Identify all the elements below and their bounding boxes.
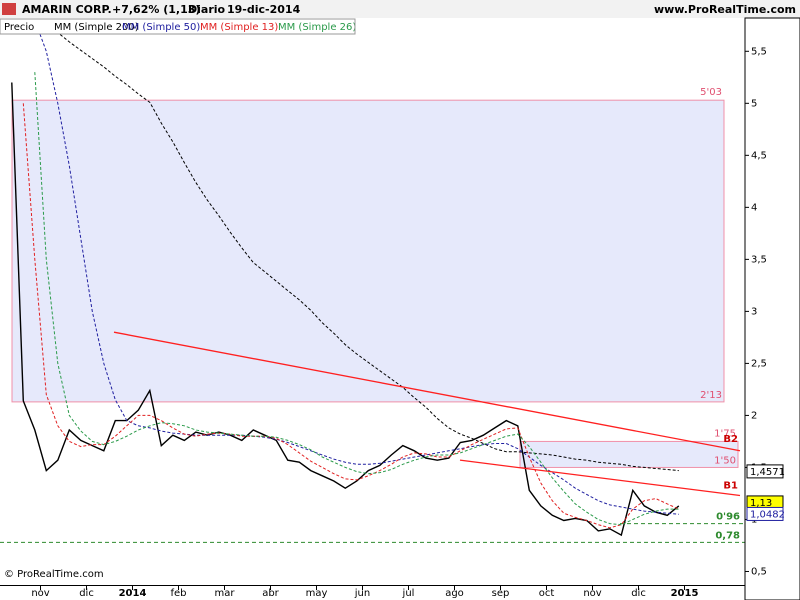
y-tick-label: 3,5 (751, 254, 767, 265)
zone-bottom-label: 2'13 (700, 390, 722, 401)
series-line (22, 103, 680, 529)
y-tick-label: 3 (751, 306, 757, 317)
x-tick-label: ago (445, 588, 464, 599)
legend-entry[interactable]: MM (Simple 200) (54, 22, 139, 33)
series-line (11, 82, 680, 537)
date: 19-dic-2014 (227, 3, 301, 16)
y-tick-label: 4 (751, 202, 757, 213)
copyright: © ProRealTime.com (4, 569, 104, 580)
zone (519, 440, 739, 468)
x-tick-label: dic (79, 588, 94, 599)
series-line (58, 34, 679, 472)
level-label: 0'96 (716, 512, 740, 523)
price-tag-label: 1,13 (750, 498, 772, 509)
source: www.ProRealTime.com (654, 3, 796, 16)
legend-entry[interactable]: Precio (4, 22, 34, 33)
price-tag-label: 1,4571 (750, 467, 785, 478)
x-tick-label: jun (354, 588, 370, 599)
zone (11, 99, 725, 403)
x-tick-label: oct (539, 588, 555, 599)
series-line (34, 72, 679, 526)
zone-top-label: 1'75 (714, 428, 736, 439)
change: +7,62% (1,13) (112, 3, 200, 16)
x-tick-label: abr (262, 588, 279, 599)
price-tag (746, 464, 784, 479)
x-tick-label: dic (631, 588, 646, 599)
series-line (39, 34, 679, 515)
y-tick-label: 5,5 (751, 46, 767, 57)
x-tick-label: nov (583, 588, 601, 599)
menu-icon[interactable] (2, 3, 16, 15)
x-tick-label: may (306, 588, 328, 599)
legend-entry[interactable]: MM (Simple 26) (278, 22, 356, 33)
x-tick-label: jul (402, 588, 415, 599)
x-tick-label: feb (170, 588, 186, 599)
x-tick-label: 2014 (119, 588, 147, 599)
ticker: AMARIN CORP. (22, 3, 112, 16)
trendline-label: B1 (723, 481, 738, 492)
y-tick-label: 0,5 (751, 566, 767, 577)
x-tick-label: sep (492, 588, 510, 599)
price-tag-label: 1,0482 (750, 509, 785, 520)
price-tag (746, 506, 784, 521)
header-bar (0, 0, 800, 18)
trendline (113, 331, 741, 452)
legend-entry[interactable]: MM (Simple 50) (122, 22, 200, 33)
plot-area: 5'03 2'13 1'75 1'50 0'96 0,78 B2 B1 (0, 34, 745, 543)
x-tick-label: mar (215, 588, 236, 599)
zone-top-label: 5'03 (700, 87, 722, 98)
zone-bottom-label: 1'50 (714, 455, 736, 466)
trendline (459, 459, 741, 497)
period: Diario (188, 3, 226, 16)
y-tick-label: 4,5 (751, 150, 767, 161)
level-label: 0,78 (715, 530, 740, 541)
y-tick-label: 5 (751, 98, 757, 109)
x-tick-label: nov (31, 588, 49, 599)
y-tick-label: 2 (751, 410, 757, 421)
trendline-label: B2 (723, 434, 738, 445)
y-tick-label: 2,5 (751, 358, 767, 369)
legend-box (0, 18, 356, 35)
legend-entry[interactable]: MM (Simple 13) (200, 22, 278, 33)
x-tick-label: 2015 (671, 588, 699, 599)
